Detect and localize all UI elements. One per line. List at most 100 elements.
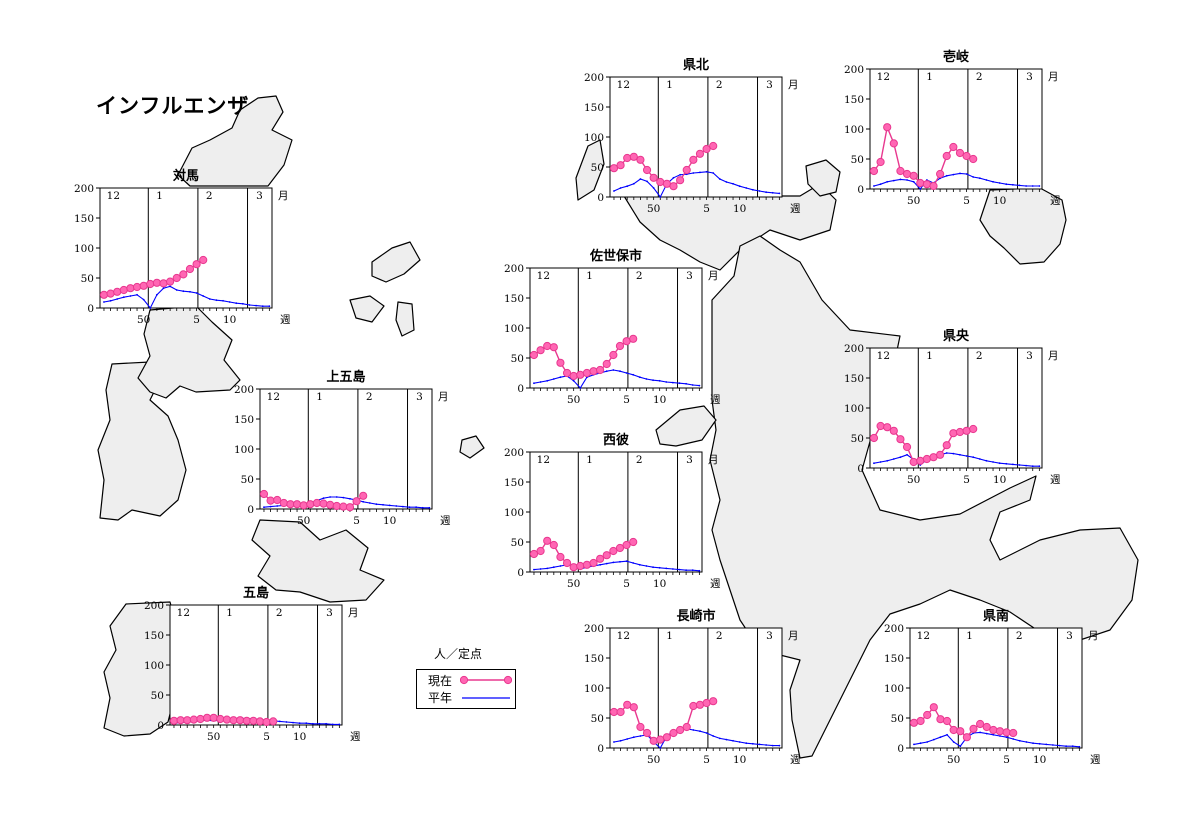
y-tick-label: 0 (857, 184, 864, 196)
series-normal-point (278, 720, 281, 723)
x-tick-label: 50 (947, 754, 960, 766)
series-normal-point (879, 461, 882, 463)
series-normal-point (638, 376, 641, 379)
y-tick-label: 200 (844, 343, 864, 355)
chart-title: 県央 (943, 328, 970, 344)
chart-title: 県北 (683, 58, 709, 73)
x-tick-label: 50 (567, 394, 580, 406)
series-normal-point (712, 172, 715, 174)
series-current-point (995, 727, 1005, 736)
series-normal-point (771, 744, 774, 747)
series-normal-point (751, 188, 754, 191)
series-normal-point (758, 743, 761, 746)
series-normal-point (1038, 185, 1041, 187)
series-normal-point (665, 381, 668, 383)
series-normal-point (215, 299, 218, 302)
x-unit-label: 週 (1090, 754, 1101, 766)
series-normal-point (625, 372, 628, 374)
series-current-point (649, 173, 658, 182)
series-current-point (962, 733, 971, 742)
chart-title: 対馬 (172, 168, 199, 184)
series-normal-point (626, 738, 629, 740)
series-normal-point (342, 496, 345, 499)
series-normal-line (913, 731, 1080, 748)
y-tick-label: 100 (884, 683, 904, 695)
month-unit-label: 月 (438, 391, 449, 403)
series-current-point (889, 426, 898, 435)
series-normal-point (959, 172, 961, 175)
series-normal-point (979, 731, 982, 734)
series-current-point (113, 287, 122, 296)
page-title: インフルエンザ (96, 93, 250, 118)
series-normal-point (276, 505, 279, 507)
series-current-point (916, 716, 925, 726)
month-label: 3 (256, 190, 263, 202)
series-normal-point (879, 183, 882, 186)
series-current-point (669, 182, 678, 191)
month-label: 1 (666, 630, 673, 642)
series-normal-point (725, 181, 728, 183)
series-current-point (883, 123, 892, 132)
series-current-point (166, 277, 175, 286)
month-label: 1 (586, 270, 593, 282)
x-unit-label: 週 (1050, 474, 1061, 486)
series-normal-point (318, 722, 321, 725)
y-tick-label: 100 (584, 132, 604, 144)
series-normal-point (362, 500, 365, 503)
series-current-point (576, 561, 585, 571)
y-tick-label: 200 (234, 384, 254, 396)
series-normal-point (919, 742, 922, 745)
x-tick-label: 5 (703, 203, 710, 215)
series-normal-point (732, 739, 734, 742)
series-current-point (869, 166, 879, 176)
y-tick-label: 150 (504, 477, 524, 489)
x-tick-label: 50 (207, 731, 220, 743)
month-label: 2 (716, 79, 723, 91)
y-tick-label: 50 (851, 154, 864, 166)
series-normal-point (103, 301, 105, 303)
series-normal-point (912, 180, 915, 183)
series-normal-point (712, 735, 715, 737)
month-unit-label: 月 (1088, 630, 1099, 642)
month-label: 1 (156, 190, 163, 202)
series-current-point (929, 703, 938, 712)
series-current-point (923, 710, 932, 720)
series-current-point (956, 727, 965, 736)
series-normal-point (652, 566, 654, 569)
legend-current-symbol (460, 675, 512, 685)
series-normal-point (1005, 736, 1008, 739)
series-current-point (292, 500, 302, 509)
series-current-point (889, 139, 898, 148)
series-current-point (709, 141, 718, 151)
x-tick-label: 50 (647, 203, 660, 215)
series-normal-point (559, 376, 562, 379)
series-normal-point (932, 738, 935, 741)
series-normal-point (129, 295, 132, 297)
series-normal-line (533, 560, 700, 572)
y-tick-label: 100 (844, 124, 864, 136)
series-normal-point (672, 176, 675, 179)
ojika-island (371, 241, 421, 283)
series-current-point (259, 489, 269, 499)
series-normal-point (985, 732, 988, 735)
series-normal-point (738, 741, 741, 743)
x-unit-label: 週 (710, 578, 721, 590)
series-normal-point (992, 461, 994, 463)
series-normal-point (678, 382, 681, 385)
x-tick-label: 50 (647, 754, 660, 766)
series-current-point (969, 154, 978, 164)
chart-title: 上五島 (326, 369, 365, 385)
series-current-point (172, 273, 181, 283)
series-normal-point (169, 285, 172, 288)
series-current-point (909, 718, 919, 727)
plot-frame (169, 604, 343, 726)
series-normal-point (978, 458, 981, 460)
y-tick-label: 0 (517, 383, 524, 395)
series-current-point (936, 169, 945, 179)
series-normal-point (619, 370, 621, 373)
y-tick-label: 200 (884, 623, 904, 635)
series-current-point (255, 717, 265, 726)
